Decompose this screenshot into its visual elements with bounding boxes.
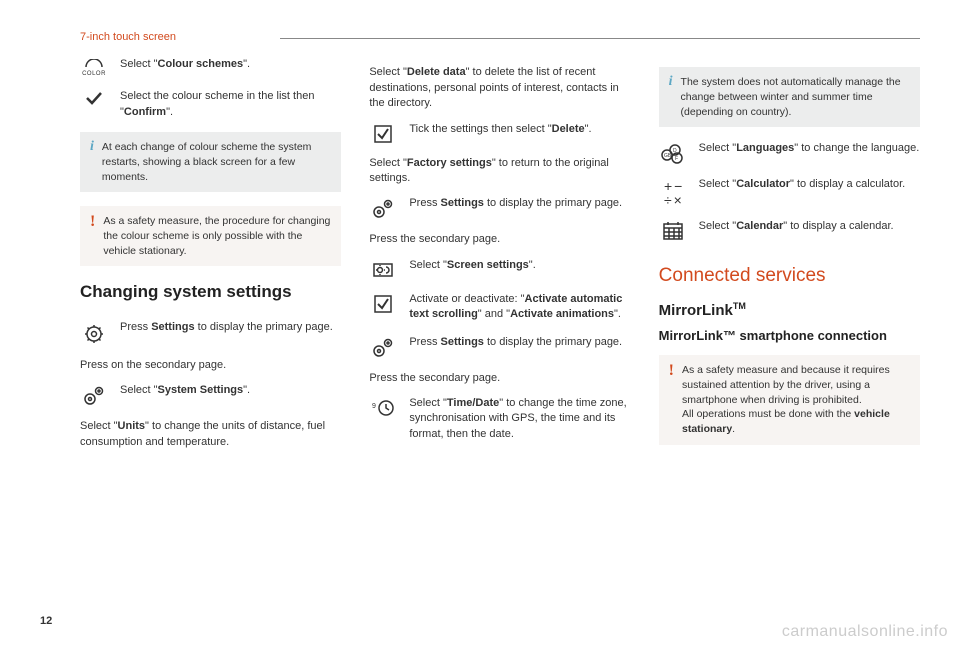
svg-text:GB: GB — [664, 153, 672, 159]
body-text: Tick the settings then select "Delete". — [409, 122, 630, 137]
heading-changing-settings: Changing system settings — [80, 280, 341, 304]
color-icon: COLOR — [80, 57, 108, 77]
gears-icon — [369, 335, 397, 359]
heading-connected-services: Connected services — [659, 263, 920, 290]
info-icon: i — [90, 140, 94, 154]
column-3: i The system does not automatically mana… — [659, 57, 920, 460]
body-text: Select "System Settings". — [120, 383, 341, 398]
calendar-icon — [659, 219, 687, 241]
info-text: The system does not automatically manage… — [681, 75, 910, 119]
info-text: At each change of colour scheme the syst… — [102, 140, 331, 184]
body-text: Select "Colour schemes". — [120, 57, 341, 72]
info-box: i The system does not automatically mana… — [659, 67, 920, 127]
warning-icon: ! — [669, 363, 674, 379]
column-2: Select "Delete data" to delete the list … — [369, 57, 630, 460]
info-box: i At each change of colour scheme the sy… — [80, 132, 341, 192]
body-text: Select "Units" to change the units of di… — [80, 419, 341, 450]
info-icon: i — [669, 75, 673, 89]
body-text: Select "Factory settings" to return to t… — [369, 156, 630, 187]
body-text: Press Settings to display the primary pa… — [120, 320, 341, 335]
checkbox-icon — [369, 122, 397, 144]
body-text: Press the secondary page. — [369, 232, 630, 247]
warning-box: ! As a safety measure and because it req… — [659, 355, 920, 444]
gears-icon — [369, 196, 397, 220]
body-text: Activate or deactivate: "Activate automa… — [409, 292, 630, 323]
svg-text:9: 9 — [372, 403, 376, 410]
svg-text:D: D — [673, 148, 677, 154]
checkbox-icon — [369, 292, 397, 314]
body-text: Press Settings to display the primary pa… — [409, 335, 630, 350]
heading-mirrorlink: MirrorLinkTM — [659, 300, 920, 321]
heading-mirrorlink-connection: MirrorLink™ smartphone connection — [659, 327, 920, 345]
calculator-icon: + −÷ × — [659, 177, 687, 207]
svg-text:F: F — [675, 156, 678, 162]
warning-text: As a safety measure, the procedure for c… — [103, 214, 331, 258]
body-text: Select "Calculator" to display a calcula… — [699, 177, 920, 192]
check-icon — [80, 89, 108, 105]
body-text: Press the secondary page. — [369, 371, 630, 386]
warning-box: ! As a safety measure, the procedure for… — [80, 206, 341, 266]
body-text: Select the colour scheme in the list the… — [120, 89, 341, 120]
gears-icon — [80, 383, 108, 407]
body-text: Press on the secondary page. — [80, 358, 341, 373]
languages-icon: GBDF — [659, 141, 687, 165]
body-text: Select "Screen settings". — [409, 258, 630, 273]
header-divider — [280, 38, 920, 39]
column-1: COLOR Select "Colour schemes". Select th… — [80, 57, 341, 460]
body-text: Select "Time/Date" to change the time zo… — [409, 396, 630, 442]
clock-icon: 9 — [369, 396, 397, 418]
watermark: carmanualsonline.info — [782, 621, 948, 643]
gear-icon — [80, 320, 108, 346]
warning-icon: ! — [90, 214, 95, 230]
body-text: Press Settings to display the primary pa… — [409, 196, 630, 211]
brightness-icon — [369, 258, 397, 280]
body-text: Select "Languages" to change the languag… — [699, 141, 920, 156]
body-text: Select "Delete data" to delete the list … — [369, 65, 630, 111]
page-number: 12 — [40, 614, 52, 629]
body-text: Select "Calendar" to display a calendar. — [699, 219, 920, 234]
warning-text: As a safety measure and because it requi… — [682, 363, 910, 436]
